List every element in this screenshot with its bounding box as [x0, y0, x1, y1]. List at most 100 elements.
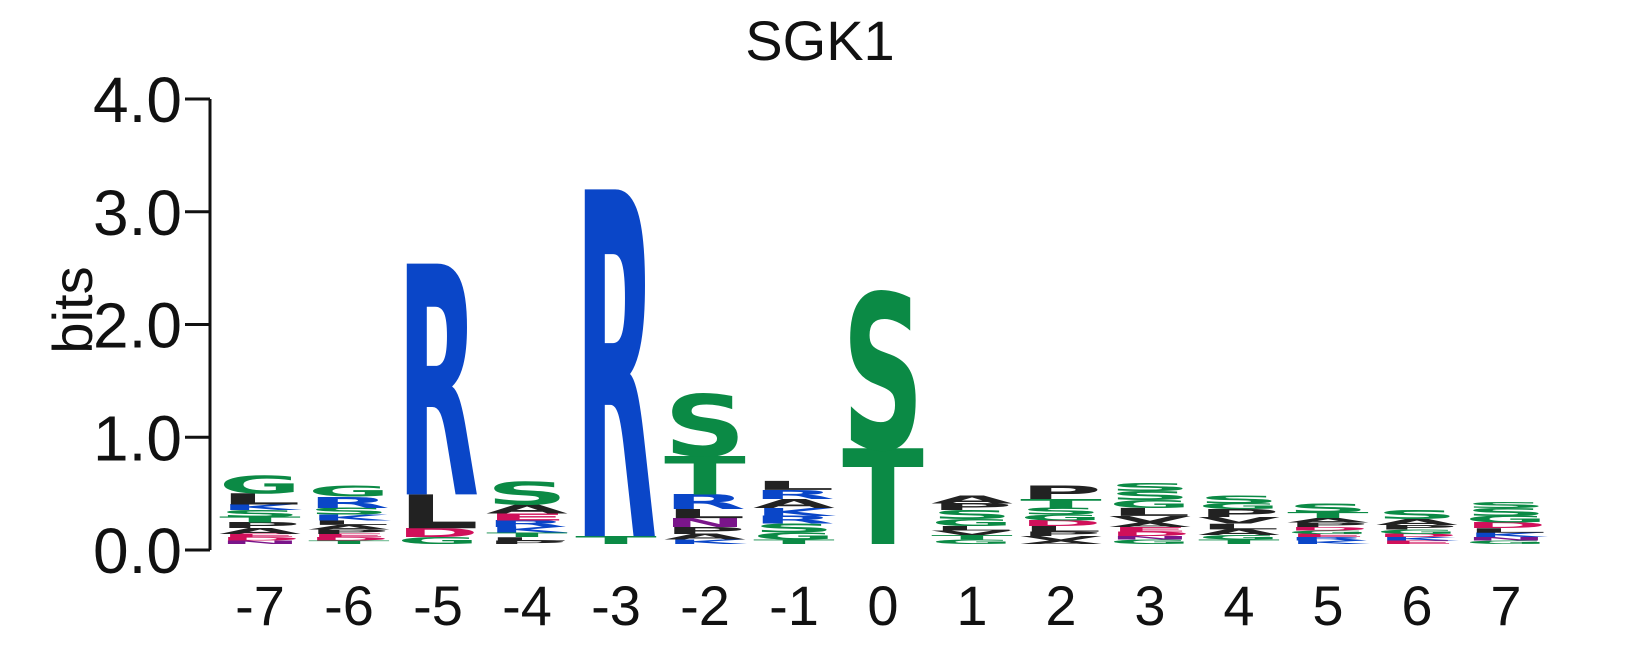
- logo-letter-G: G: [1020, 513, 1102, 522]
- logo-letter-K: K: [666, 538, 748, 545]
- logo-letter-T: T: [308, 540, 390, 545]
- x-tick-label: 5: [1312, 574, 1343, 637]
- logo-letter-G: G: [397, 535, 479, 546]
- logo-letter-S: S: [931, 508, 1013, 522]
- logo-letter-K: K: [1289, 540, 1371, 545]
- logo-letter-K: K: [1467, 532, 1549, 539]
- logo-letter-L: L: [219, 490, 301, 508]
- logo-letter-L: L: [1465, 527, 1547, 534]
- logo-letter-S: S: [753, 521, 835, 535]
- logo-letter-G: G: [1287, 530, 1369, 535]
- logo-letter-S: S: [308, 506, 390, 517]
- logo-letter-D: D: [1109, 530, 1191, 537]
- logo-letter-A: A: [753, 496, 835, 510]
- logo-letter-T: T: [219, 515, 301, 524]
- logo-letter-G: G: [308, 482, 390, 500]
- logo-letter-R: R: [575, 96, 657, 649]
- x-tick-label: -7: [235, 574, 285, 637]
- logo-letter-L: L: [931, 525, 1013, 532]
- logo-letter-R: R: [664, 491, 746, 514]
- logo-letter-A: A: [486, 502, 568, 516]
- logo-letter-L: L: [1020, 524, 1102, 533]
- logo-letter-P: P: [1287, 521, 1369, 528]
- logo-letter-D: D: [1287, 526, 1369, 531]
- logo-letter-G: G: [1109, 538, 1191, 545]
- y-tick-label: 4.0: [93, 64, 182, 136]
- logo-letter-A: A: [1198, 528, 1280, 537]
- x-tick-label: -5: [413, 574, 463, 637]
- logo-letter-S: S: [1376, 508, 1458, 522]
- logo-letter-G: G: [219, 471, 301, 500]
- logo-letter-E: E: [1376, 540, 1458, 545]
- logo-letter-L: L: [1109, 506, 1191, 519]
- y-tick-label: 2.0: [93, 290, 182, 362]
- x-tick-label: 0: [867, 574, 898, 637]
- logo-letter-N: N: [1109, 535, 1191, 540]
- logo-letter-S: S: [1109, 481, 1191, 494]
- logo-letter-T: T: [575, 534, 657, 547]
- logo-letter-T: T: [1287, 511, 1369, 520]
- logo-letter-N: N: [664, 516, 746, 530]
- chart-title: SGK1: [745, 9, 894, 72]
- logo-letter-P: P: [664, 525, 746, 536]
- logo-letter-K: K: [755, 506, 837, 519]
- logo-letter-D: D: [397, 526, 479, 540]
- logo-letter-G: G: [1198, 534, 1280, 541]
- x-tick-label: -2: [680, 574, 730, 637]
- x-axis-ticks: -7 -6 -5 -4 -3 -2 -1 0 1 2 3 4 5 6 7: [235, 574, 1521, 637]
- logo-letter-G: G: [931, 517, 1013, 528]
- x-tick-label: -4: [502, 574, 552, 637]
- logo-letter-E: E: [486, 512, 568, 523]
- x-tick-label: 7: [1490, 574, 1521, 637]
- logo-letter-S: S: [219, 508, 301, 519]
- x-tick-label: 3: [1134, 574, 1165, 637]
- logo-letter-K: K: [221, 503, 303, 512]
- logo-letter-G: G: [1376, 528, 1458, 535]
- logo-letter-S: S: [1109, 489, 1191, 503]
- logo-letter-P: P: [1020, 530, 1102, 537]
- logo-letter-A: A: [1287, 517, 1369, 524]
- logo-letter-P: P: [486, 540, 568, 545]
- logo-letter-S: S: [1020, 506, 1102, 517]
- logo-letter-A: A: [1376, 518, 1458, 527]
- logo-letter-G: G: [753, 531, 835, 542]
- logo-letter-L: L: [753, 478, 835, 492]
- logo-letter-A: A: [664, 532, 746, 541]
- logo-letter-P: P: [931, 502, 1013, 513]
- stack--3: TR: [575, 96, 657, 649]
- logo-letter-R: R: [486, 519, 568, 530]
- logo-letter-T: T: [486, 531, 568, 538]
- logo-letter-G: G: [1198, 502, 1280, 511]
- logo-letter-V: V: [1198, 515, 1280, 526]
- y-axis-label: bits: [41, 266, 104, 353]
- logo-letter-T: T: [842, 422, 924, 576]
- x-tick-label: 2: [1045, 574, 1076, 637]
- logo-letter-N: N: [219, 540, 301, 545]
- logo-letter-P: P: [308, 528, 390, 535]
- logo-letter-T: T: [1020, 497, 1102, 511]
- logo-letter-L: L: [1198, 522, 1280, 531]
- logo-letter-S: S: [1198, 494, 1280, 507]
- logo-letter-E: E: [1287, 533, 1369, 538]
- x-tick-label: -3: [591, 574, 641, 637]
- logo-letter-G: G: [1109, 498, 1191, 511]
- logo-letter-E: E: [219, 533, 301, 538]
- logo-letter-E: E: [1109, 526, 1191, 533]
- logo-letter-E: E: [308, 533, 390, 538]
- logo-letter-A: A: [1109, 521, 1191, 528]
- logo-letter-S: S: [1287, 501, 1369, 515]
- logo-letter-V: V: [1109, 514, 1191, 525]
- logo-letter-S: S: [664, 377, 746, 476]
